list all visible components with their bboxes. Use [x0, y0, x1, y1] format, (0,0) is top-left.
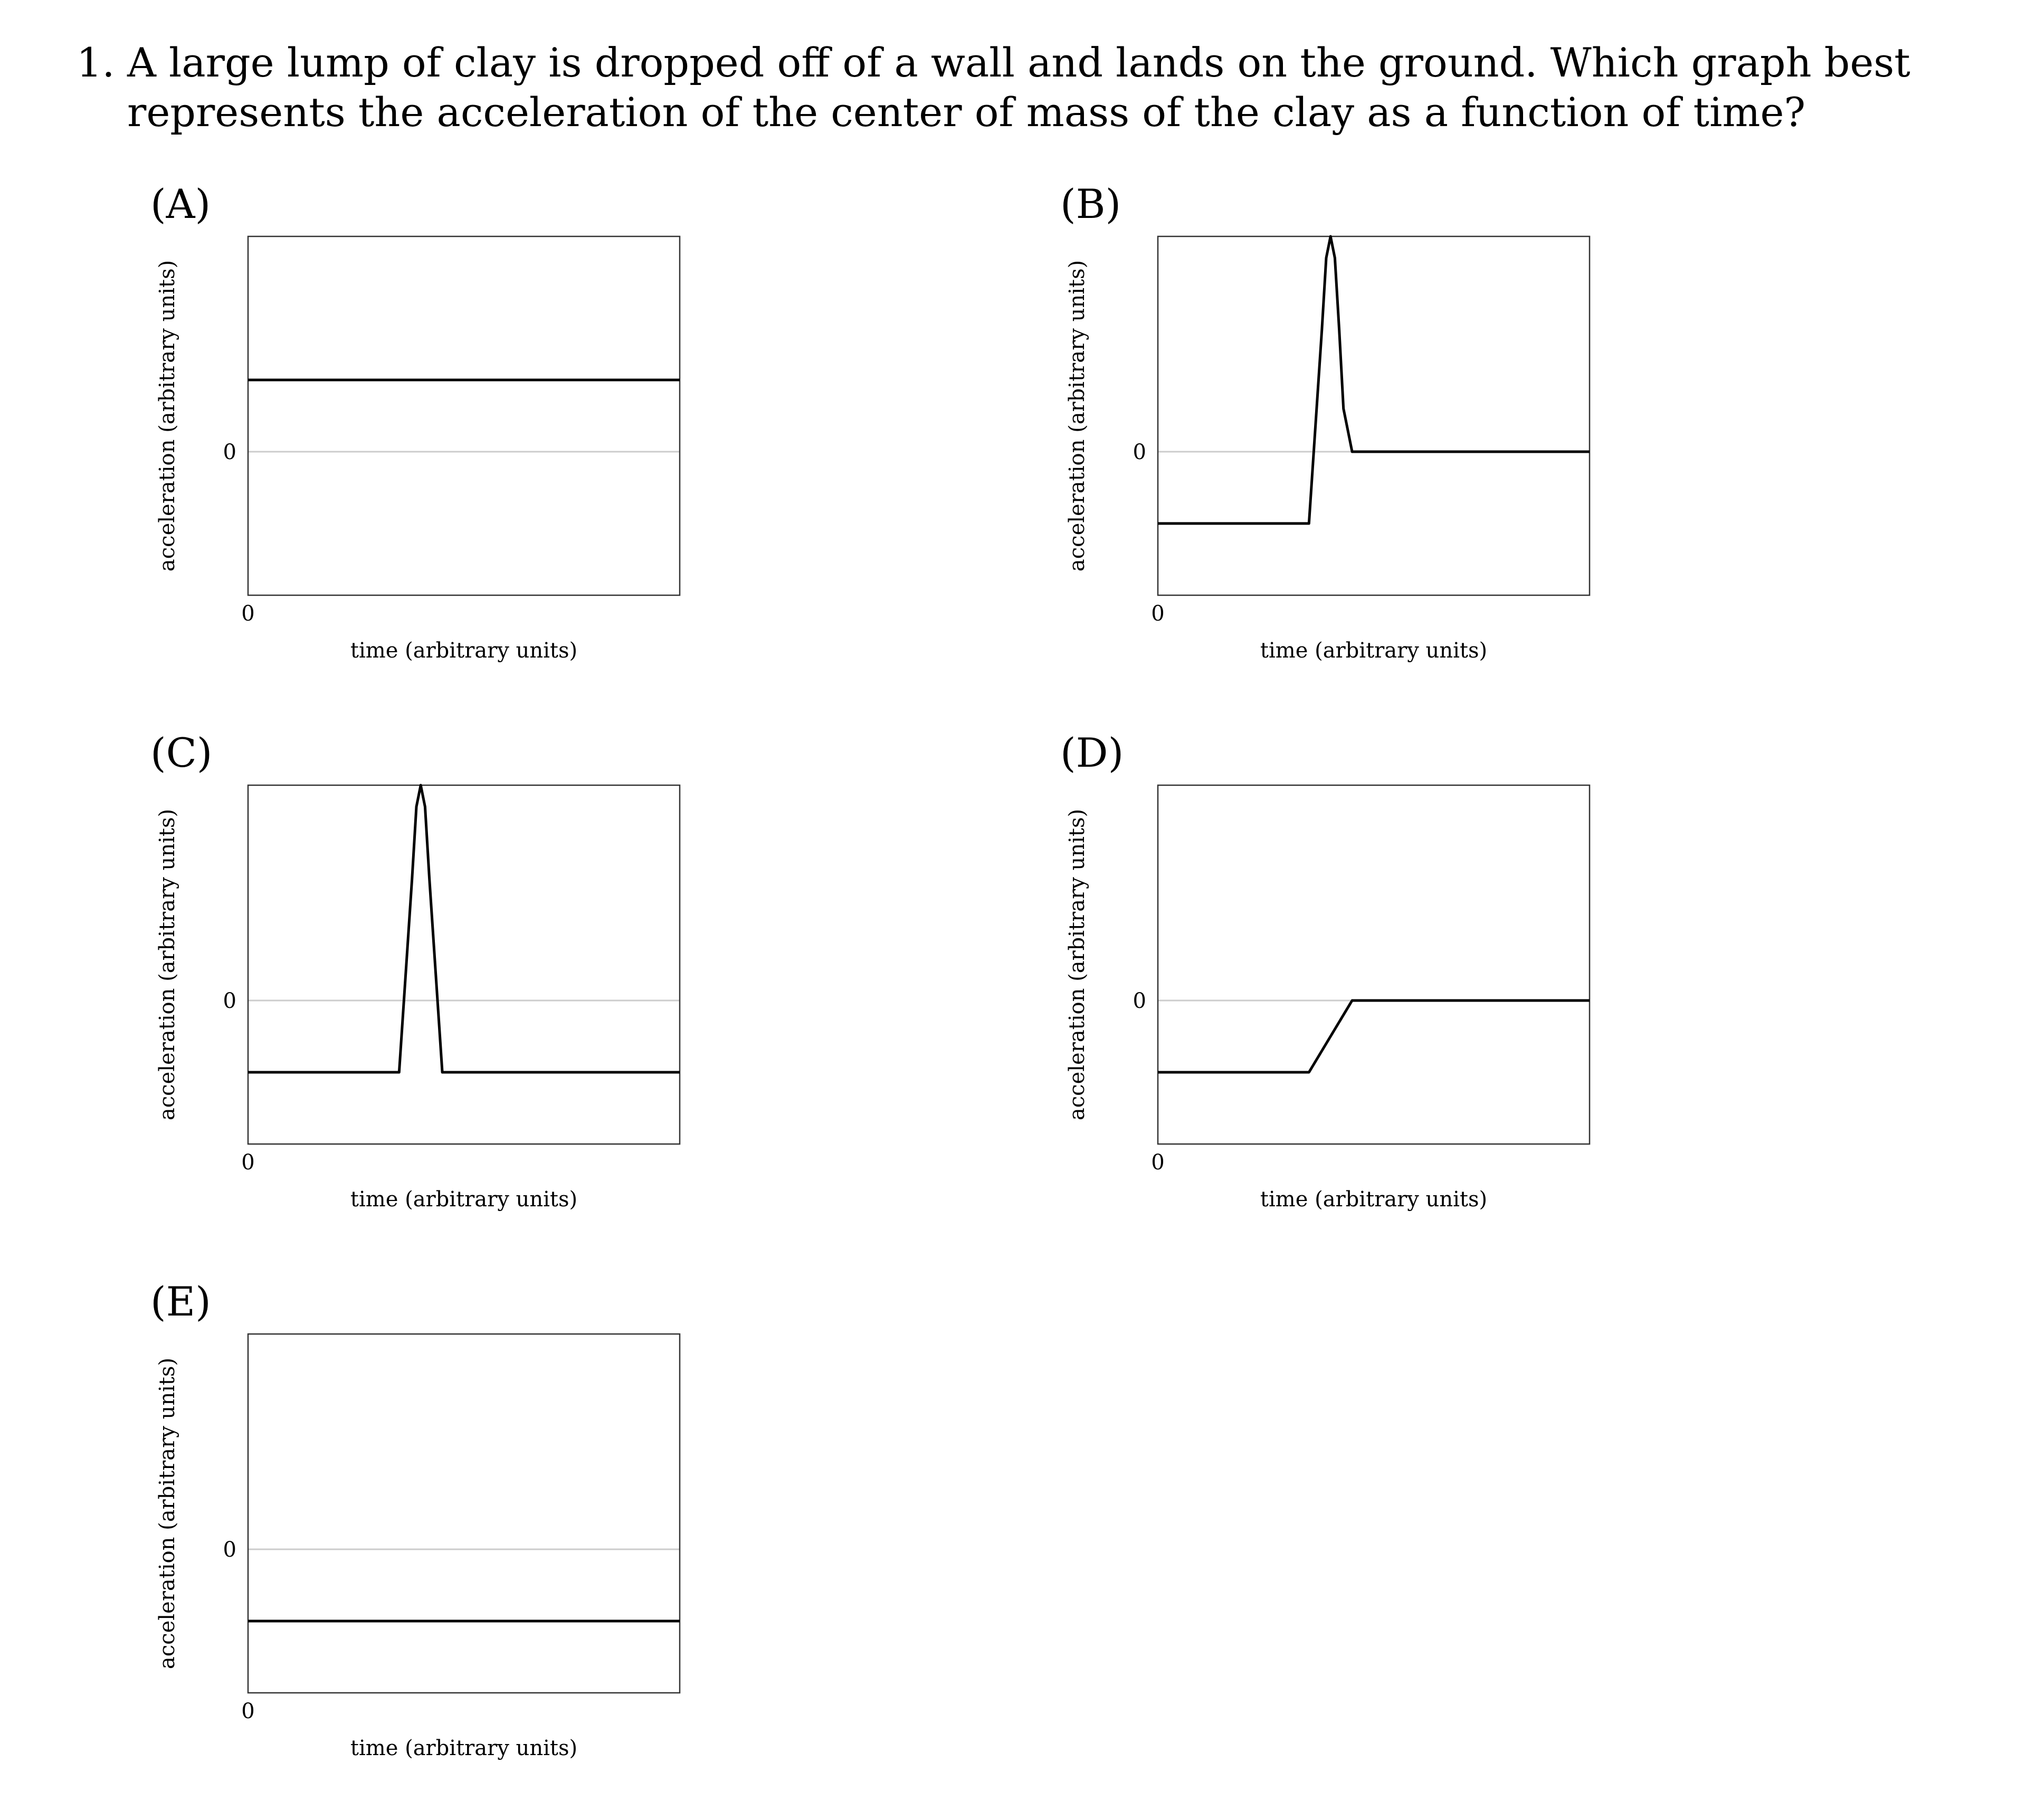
x-axis-label: time (arbitrary units)	[1260, 639, 1487, 663]
series-line	[1158, 235, 1590, 525]
x-tick-label: 0	[1151, 602, 1164, 626]
chart-c: 0 0 time (arbitrary units) acceleration (ar…	[155, 784, 681, 1212]
option-label: (A)	[150, 180, 211, 227]
plot-frame	[247, 784, 681, 1145]
x-tick-label: 0	[241, 1699, 254, 1723]
series-line	[1158, 999, 1590, 1074]
chart-b: 0 0 time (arbitrary units) acceleration (ar…	[1065, 235, 1591, 663]
option-c[interactable]: (C) 0 0 time (arbitrary units) acceleration…	[77, 728, 681, 1214]
y-axis-label: acceleration (arbitrary units)	[155, 260, 179, 571]
option-d[interactable]: (D) 0 0 time (arbitrary units) acceleration…	[986, 728, 1591, 1214]
plot-frame	[247, 235, 681, 596]
option-a[interactable]: (A) 0 0 time (arbitrary units) acceleration…	[77, 179, 681, 665]
y-tick-label: 0	[223, 989, 236, 1013]
chart-d: 0 0 time (arbitrary units) acceleration (ar…	[1065, 784, 1591, 1212]
question-number: 1.	[77, 39, 115, 86]
chart-e: 0 0 time (arbitrary units) acceleration (ar…	[155, 1333, 681, 1760]
x-tick-label: 0	[1151, 1150, 1164, 1175]
series-line	[248, 784, 680, 1074]
y-tick-label: 0	[223, 440, 236, 464]
x-tick-label: 0	[241, 1150, 254, 1175]
x-axis-label: time (arbitrary units)	[350, 1736, 577, 1760]
option-e[interactable]: (E) 0 0 time (arbitrary units) acceleration…	[77, 1277, 681, 1762]
option-label: (D)	[1060, 729, 1124, 776]
x-tick-label: 0	[241, 602, 254, 626]
plot-frame	[1157, 784, 1591, 1145]
x-axis-label: time (arbitrary units)	[350, 639, 577, 663]
y-axis-label: acceleration (arbitrary units)	[1065, 260, 1089, 571]
y-tick-label: 0	[1133, 440, 1146, 464]
y-tick-label: 0	[1133, 989, 1146, 1013]
option-label: (C)	[150, 729, 213, 776]
y-axis-label: acceleration (arbitrary units)	[1065, 809, 1089, 1120]
option-label: (E)	[150, 1278, 211, 1325]
y-axis-label: acceleration (arbitrary units)	[155, 809, 179, 1120]
chart-a: 0 0 time (arbitrary units) acceleration (ar…	[155, 235, 681, 663]
option-b[interactable]: (B) 0 0 time (arbitrary units) acceleration…	[986, 179, 1591, 665]
y-axis-label: acceleration (arbitrary units)	[155, 1358, 179, 1669]
plot-frame	[247, 1333, 681, 1694]
x-axis-label: time (arbitrary units)	[1260, 1187, 1487, 1212]
question: 1. A large lump of clay is dropped off o…	[77, 38, 1976, 137]
question-text: A large lump of clay is dropped off of a…	[127, 39, 1910, 136]
x-axis-label: time (arbitrary units)	[350, 1187, 577, 1212]
plot-frame	[1157, 235, 1591, 596]
option-label: (B)	[1060, 180, 1121, 227]
y-tick-label: 0	[223, 1538, 236, 1562]
